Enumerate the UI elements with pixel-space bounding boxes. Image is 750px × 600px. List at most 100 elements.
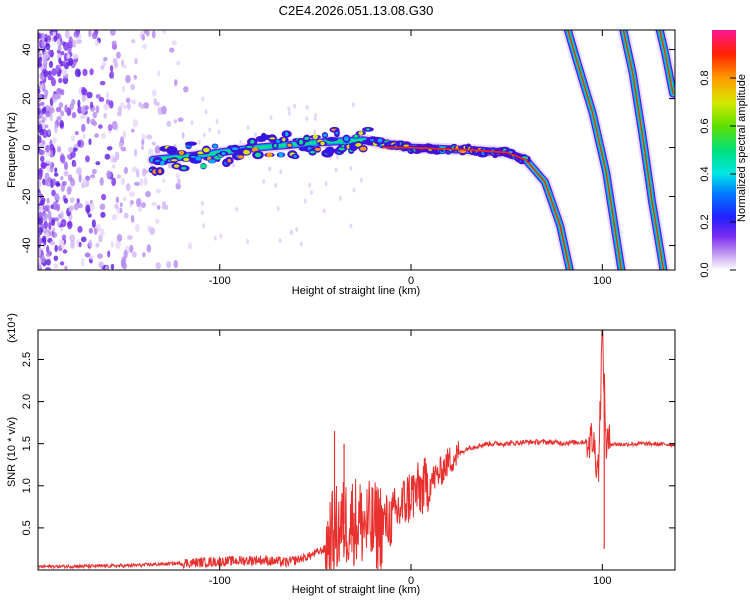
noise-blob bbox=[92, 111, 97, 119]
noise-blob bbox=[63, 170, 69, 177]
noise-blob bbox=[110, 71, 115, 79]
noise-blob bbox=[54, 244, 58, 253]
noise-blob bbox=[173, 260, 179, 269]
track-blob-core bbox=[170, 159, 178, 162]
dispersion-track-2 bbox=[567, 30, 623, 270]
noise-blob bbox=[66, 186, 72, 195]
noise-blob bbox=[94, 133, 99, 138]
noise-blob bbox=[208, 127, 212, 133]
noise-blob bbox=[269, 115, 273, 121]
snr-scale-label: (x10⁴) bbox=[6, 313, 18, 343]
track-blob-core bbox=[335, 131, 339, 135]
track-blob-core bbox=[173, 164, 180, 168]
noise-blob bbox=[111, 40, 117, 46]
noise-blob bbox=[50, 219, 56, 226]
main-track-peak bbox=[382, 146, 571, 270]
noise-blob bbox=[88, 30, 92, 38]
noise-blob bbox=[152, 89, 157, 97]
noise-blob bbox=[89, 203, 95, 212]
noise-blob bbox=[110, 263, 115, 270]
colorbar: 0.0 0.2 0.4 0.6 0.8 Normalized spectral ampl… bbox=[699, 30, 748, 278]
noise-blob bbox=[61, 180, 67, 187]
noise-blob bbox=[59, 155, 65, 163]
noise-blob bbox=[84, 252, 91, 258]
noise-blob bbox=[130, 99, 137, 105]
colorbar-tick-label: 0.2 bbox=[699, 214, 711, 229]
noise-blob bbox=[38, 107, 41, 116]
noise-blob bbox=[53, 217, 59, 222]
noise-blob bbox=[99, 80, 106, 86]
noise-blob bbox=[146, 244, 152, 253]
noise-blob bbox=[213, 235, 217, 241]
noise-blob bbox=[52, 201, 58, 211]
spectrogram-frame bbox=[37, 29, 676, 271]
noise-blob bbox=[109, 30, 116, 36]
noise-blob bbox=[38, 59, 41, 67]
y-tick-label: 1.5 bbox=[21, 436, 33, 451]
noise-blob bbox=[253, 132, 257, 138]
noise-blob bbox=[201, 96, 205, 102]
noise-blob bbox=[109, 64, 114, 73]
y-tick-label: 20 bbox=[21, 92, 33, 104]
noise-blob bbox=[102, 60, 106, 67]
y-tick-label: 1.0 bbox=[21, 478, 33, 493]
noise-blob bbox=[41, 235, 47, 243]
noise-blob bbox=[60, 240, 65, 249]
noise-blob bbox=[69, 102, 74, 111]
track-blob-core bbox=[169, 149, 175, 152]
noise-blob bbox=[45, 110, 51, 118]
noise-blob bbox=[313, 129, 317, 135]
track-blob-core bbox=[246, 145, 253, 149]
noise-blob bbox=[123, 196, 127, 202]
noise-blob bbox=[90, 118, 96, 125]
noise-blob bbox=[120, 177, 126, 186]
noise-blob bbox=[48, 60, 54, 69]
noise-blob bbox=[66, 107, 72, 116]
noise-blob bbox=[217, 129, 221, 135]
noise-blob bbox=[161, 105, 167, 115]
noise-blob bbox=[91, 219, 96, 228]
track-blob-core bbox=[287, 143, 292, 147]
noise-blob bbox=[171, 40, 178, 46]
noise-blob bbox=[66, 53, 70, 60]
noise-blob bbox=[40, 155, 45, 163]
track-blob-core bbox=[203, 147, 210, 153]
noise-blob bbox=[99, 203, 106, 210]
noise-blob bbox=[45, 267, 51, 270]
noise-blob bbox=[76, 198, 80, 204]
noise-blob bbox=[40, 161, 46, 169]
noise-blob bbox=[38, 94, 43, 99]
noise-blob bbox=[104, 265, 109, 270]
noise-blob bbox=[50, 150, 54, 158]
noise-blob bbox=[42, 116, 47, 122]
noise-blob bbox=[100, 132, 106, 139]
noise-blob bbox=[58, 77, 63, 84]
noise-blob bbox=[134, 181, 140, 187]
noise-blob bbox=[111, 177, 117, 187]
noise-blob bbox=[60, 210, 64, 220]
noise-blob bbox=[138, 101, 142, 108]
x-tick-label: 0 bbox=[408, 575, 414, 587]
noise-blob bbox=[305, 116, 309, 122]
noise-blob bbox=[164, 204, 169, 210]
noise-blob bbox=[79, 114, 86, 120]
noise-blob bbox=[86, 116, 90, 125]
noise-blob bbox=[38, 32, 42, 40]
track-blob-core bbox=[195, 156, 202, 161]
noise-blob bbox=[95, 242, 100, 248]
track-blob-core bbox=[377, 138, 383, 143]
noise-blob bbox=[278, 238, 282, 244]
y-tick-label: 0 bbox=[21, 144, 33, 150]
noise-blob bbox=[54, 193, 60, 202]
noise-blob bbox=[51, 232, 58, 238]
noise-blob bbox=[181, 131, 185, 139]
track-blob-core bbox=[190, 155, 197, 158]
colorbar-ticks: 0.0 0.2 0.4 0.6 0.8 bbox=[699, 70, 736, 278]
y-tick-label: 0.5 bbox=[21, 520, 33, 535]
noise-blob bbox=[334, 167, 338, 173]
noise-blob bbox=[215, 118, 219, 124]
track-blob-core bbox=[309, 150, 316, 154]
noise-blob bbox=[47, 210, 52, 219]
noise-blob bbox=[143, 102, 150, 109]
noise-blob bbox=[53, 255, 59, 262]
